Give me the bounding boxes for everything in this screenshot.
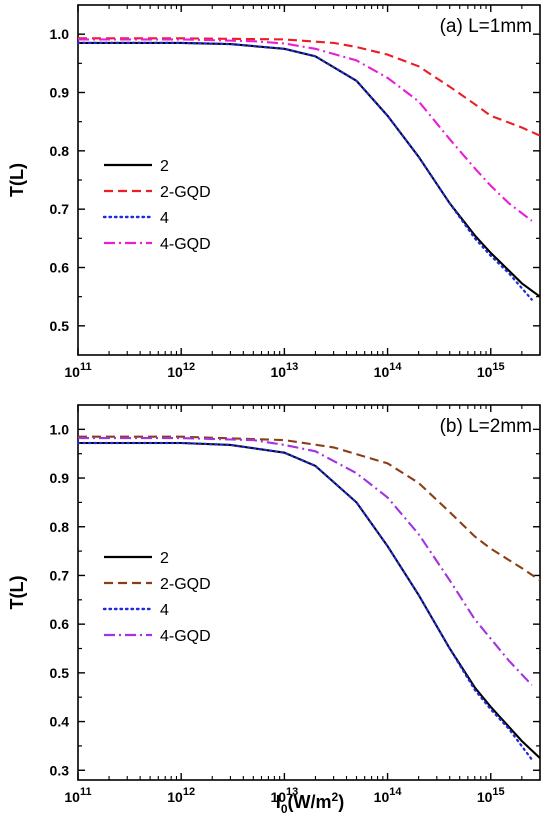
x-tick-label: 1012 [167, 361, 195, 380]
x-axis-title-sup: 2 [332, 790, 339, 804]
y-tick-label: 0.9 [50, 85, 70, 101]
plot-frame [77, 404, 541, 781]
x-tick-label: 1015 [477, 361, 505, 380]
x-tick-label: 1012 [167, 786, 195, 805]
y-tick-label: 0.4 [50, 714, 70, 730]
y-tick-label: 0.7 [50, 201, 70, 217]
panel-title: (b) L=2mm [440, 416, 532, 437]
series-line-2 [78, 441, 541, 759]
x-axis-title-unit: (W/m [288, 792, 332, 812]
legend-label: 2-GQD [160, 184, 211, 201]
series-line-4 [76, 41, 533, 301]
series-line-4 [76, 441, 533, 761]
panel-b: 0.3 0.4 0.5 0.6 0.7 0.8 0.9 1.0 1011 1012 1013 1014… [7, 404, 541, 805]
series-line-2-GQD [78, 435, 541, 582]
y-tick-label: 0.8 [50, 143, 70, 159]
panel-title: (a) L=1mm [440, 16, 532, 37]
legend-label: 2 [160, 550, 169, 567]
legend-label: 4-GQD [160, 236, 211, 253]
x-tick-label: 1013 [270, 361, 298, 380]
x-axis-title: I0(W/m2) [276, 790, 344, 816]
legend-label: 4-GQD [160, 628, 211, 645]
y-tick-label: 0.6 [50, 260, 70, 276]
y-tick-label: 0.5 [50, 665, 70, 681]
y-tick-label: 0.3 [50, 762, 70, 778]
x-axis-title-sub: 0 [281, 802, 288, 816]
legend-label: 4 [160, 210, 169, 227]
x-axis-title-close: ) [338, 792, 344, 812]
panel-a: 0.5 0.6 0.7 0.8 0.9 1.0 1011 1012 1013 1014 1015 T(… [7, 4, 541, 380]
x-tick-label: 1015 [477, 786, 505, 805]
x-tick-label: 1011 [64, 361, 91, 380]
legend-label: 4 [160, 602, 169, 619]
y-tick-label: 0.7 [50, 567, 70, 583]
x-tick-label: 1014 [374, 361, 403, 380]
x-tick-label: 1014 [374, 786, 403, 805]
x-axis-title-main: I [276, 792, 281, 812]
y-tick-label: 0.9 [50, 470, 70, 486]
y-tick-label: 0.8 [50, 519, 70, 535]
y-tick-label: 1.0 [50, 26, 70, 42]
plot-frame [77, 4, 541, 356]
series-line-2 [78, 41, 541, 298]
series-line-2-GQD [78, 37, 541, 137]
y-axis-title: T(L) [7, 163, 27, 197]
series-line-4-GQD [78, 38, 533, 222]
legend-label: 2-GQD [160, 576, 211, 593]
x-tick-label: 1011 [64, 786, 91, 805]
series-line-4-GQD [78, 437, 533, 686]
x-tick-label: 1013 [270, 786, 298, 805]
y-axis-title: T(L) [7, 576, 27, 610]
y-tick-label: 0.5 [50, 318, 70, 334]
legend-label: 2 [160, 158, 169, 175]
y-tick-label: 0.6 [50, 616, 70, 632]
y-tick-label: 1.0 [50, 421, 70, 437]
